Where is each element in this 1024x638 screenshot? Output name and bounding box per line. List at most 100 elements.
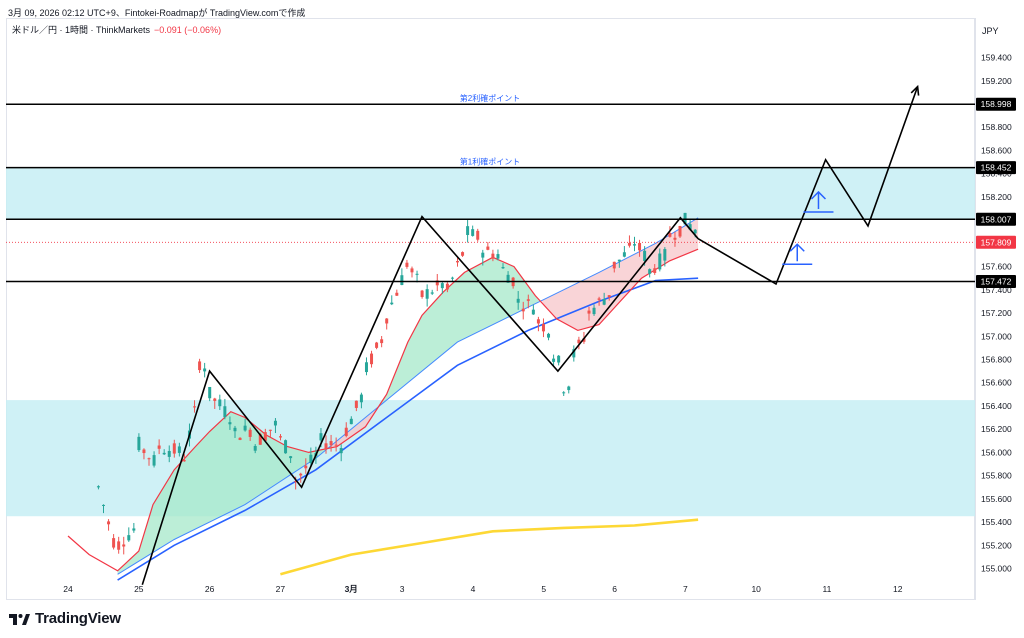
brand-name: TradingView bbox=[35, 610, 121, 627]
x-tick-label: 7 bbox=[683, 584, 688, 594]
x-tick-label: 11 bbox=[823, 584, 832, 594]
candle-body bbox=[445, 283, 449, 290]
candle-body bbox=[102, 504, 106, 506]
candle bbox=[142, 448, 146, 460]
candle-body bbox=[688, 224, 692, 230]
candle-body bbox=[127, 535, 131, 541]
blue-arrow-0 bbox=[782, 243, 813, 266]
candle-body bbox=[218, 399, 222, 407]
candle bbox=[430, 289, 434, 295]
candle-body bbox=[304, 465, 308, 469]
candle-body bbox=[435, 280, 439, 286]
candle-body bbox=[107, 521, 111, 525]
candle-body bbox=[496, 254, 500, 259]
candle-body bbox=[673, 237, 677, 240]
projection-arrowhead bbox=[910, 84, 920, 96]
candle-body bbox=[284, 440, 288, 454]
x-tick-label: 6 bbox=[612, 584, 617, 594]
candle-body bbox=[400, 275, 404, 285]
candle bbox=[238, 437, 242, 441]
ribbon-layer bbox=[117, 217, 699, 575]
zone-0 bbox=[6, 167, 975, 220]
projection-line bbox=[697, 86, 919, 286]
price-axis-divider bbox=[975, 18, 976, 600]
candle-body bbox=[440, 283, 444, 289]
candle bbox=[526, 294, 530, 309]
candle bbox=[552, 354, 556, 367]
blue-arrow-1 bbox=[803, 190, 834, 213]
candle bbox=[304, 458, 308, 474]
candle bbox=[516, 291, 520, 310]
candle-body bbox=[208, 387, 212, 399]
candle bbox=[607, 295, 611, 301]
tradingview-brand[interactable]: TradingView bbox=[8, 610, 121, 627]
candle-body bbox=[638, 242, 642, 251]
plot-area-border bbox=[6, 18, 975, 600]
candle bbox=[177, 442, 181, 457]
candle bbox=[385, 318, 389, 330]
axes: 159.400159.200158.800158.600158.400158.2… bbox=[63, 53, 1016, 594]
candle-body bbox=[617, 259, 621, 262]
candle-body bbox=[592, 307, 596, 315]
candle bbox=[334, 437, 338, 452]
candle bbox=[127, 527, 131, 542]
candle-body bbox=[258, 434, 262, 445]
candle-body bbox=[602, 298, 606, 305]
candle-body bbox=[541, 323, 545, 332]
x-tick-label: 3 bbox=[400, 584, 405, 594]
candle-body bbox=[557, 355, 561, 363]
candle bbox=[193, 400, 197, 413]
candle bbox=[112, 534, 116, 550]
candle-body bbox=[253, 445, 257, 451]
candle bbox=[531, 304, 535, 315]
candle bbox=[117, 536, 121, 554]
candle-body bbox=[294, 481, 298, 483]
x-tick-label: 4 bbox=[471, 584, 476, 594]
candle-body bbox=[167, 450, 171, 457]
candle-body bbox=[643, 250, 647, 261]
y-tick-label: 155.000 bbox=[981, 564, 1012, 574]
chart-caption: 3月 09, 2026 02:12 UTC+9、Fintokei-Roadmap… bbox=[8, 8, 306, 18]
candle-body bbox=[562, 392, 566, 394]
price-label-box-1 bbox=[976, 161, 1016, 175]
y-tick-label: 157.400 bbox=[981, 285, 1012, 295]
candle bbox=[344, 422, 348, 438]
ribbon-segment-3 bbox=[542, 217, 699, 331]
candle-body bbox=[122, 544, 126, 547]
candle bbox=[577, 336, 581, 350]
candle-body bbox=[516, 298, 520, 303]
price-label-0: 158.998 bbox=[981, 99, 1012, 109]
candle-body bbox=[193, 406, 197, 408]
zones-layer bbox=[6, 167, 975, 517]
candle-body bbox=[172, 443, 176, 454]
candle bbox=[107, 519, 111, 531]
candle bbox=[390, 295, 394, 306]
candle-body bbox=[132, 528, 136, 531]
candle-body bbox=[587, 310, 591, 314]
candle-body bbox=[572, 349, 576, 358]
price-label-2: 158.007 bbox=[981, 214, 1012, 224]
candle bbox=[648, 268, 652, 278]
candle-body bbox=[112, 538, 116, 548]
candle bbox=[228, 416, 232, 430]
candle-body bbox=[597, 298, 601, 300]
price-label-box-4 bbox=[976, 274, 1016, 288]
candle bbox=[627, 235, 631, 248]
candle bbox=[592, 304, 596, 316]
candle-body bbox=[476, 230, 480, 240]
candle bbox=[253, 444, 257, 454]
candle-body bbox=[162, 452, 166, 455]
candle-body bbox=[152, 455, 156, 466]
candle bbox=[349, 416, 353, 425]
candle bbox=[198, 358, 202, 373]
candle bbox=[587, 306, 591, 321]
candle-body bbox=[117, 541, 121, 550]
ema-fast-line bbox=[67, 248, 699, 572]
x-tick-label: 10 bbox=[751, 584, 761, 594]
y-tick-label: 158.800 bbox=[981, 122, 1012, 132]
symbol-info: 米ドル／円 · 1時間 · ThinkMarkets −0.091 (−0.06%… bbox=[12, 23, 221, 36]
candle-body bbox=[531, 309, 535, 315]
x-tick-label: 5 bbox=[541, 584, 546, 594]
candle-body bbox=[203, 368, 207, 372]
